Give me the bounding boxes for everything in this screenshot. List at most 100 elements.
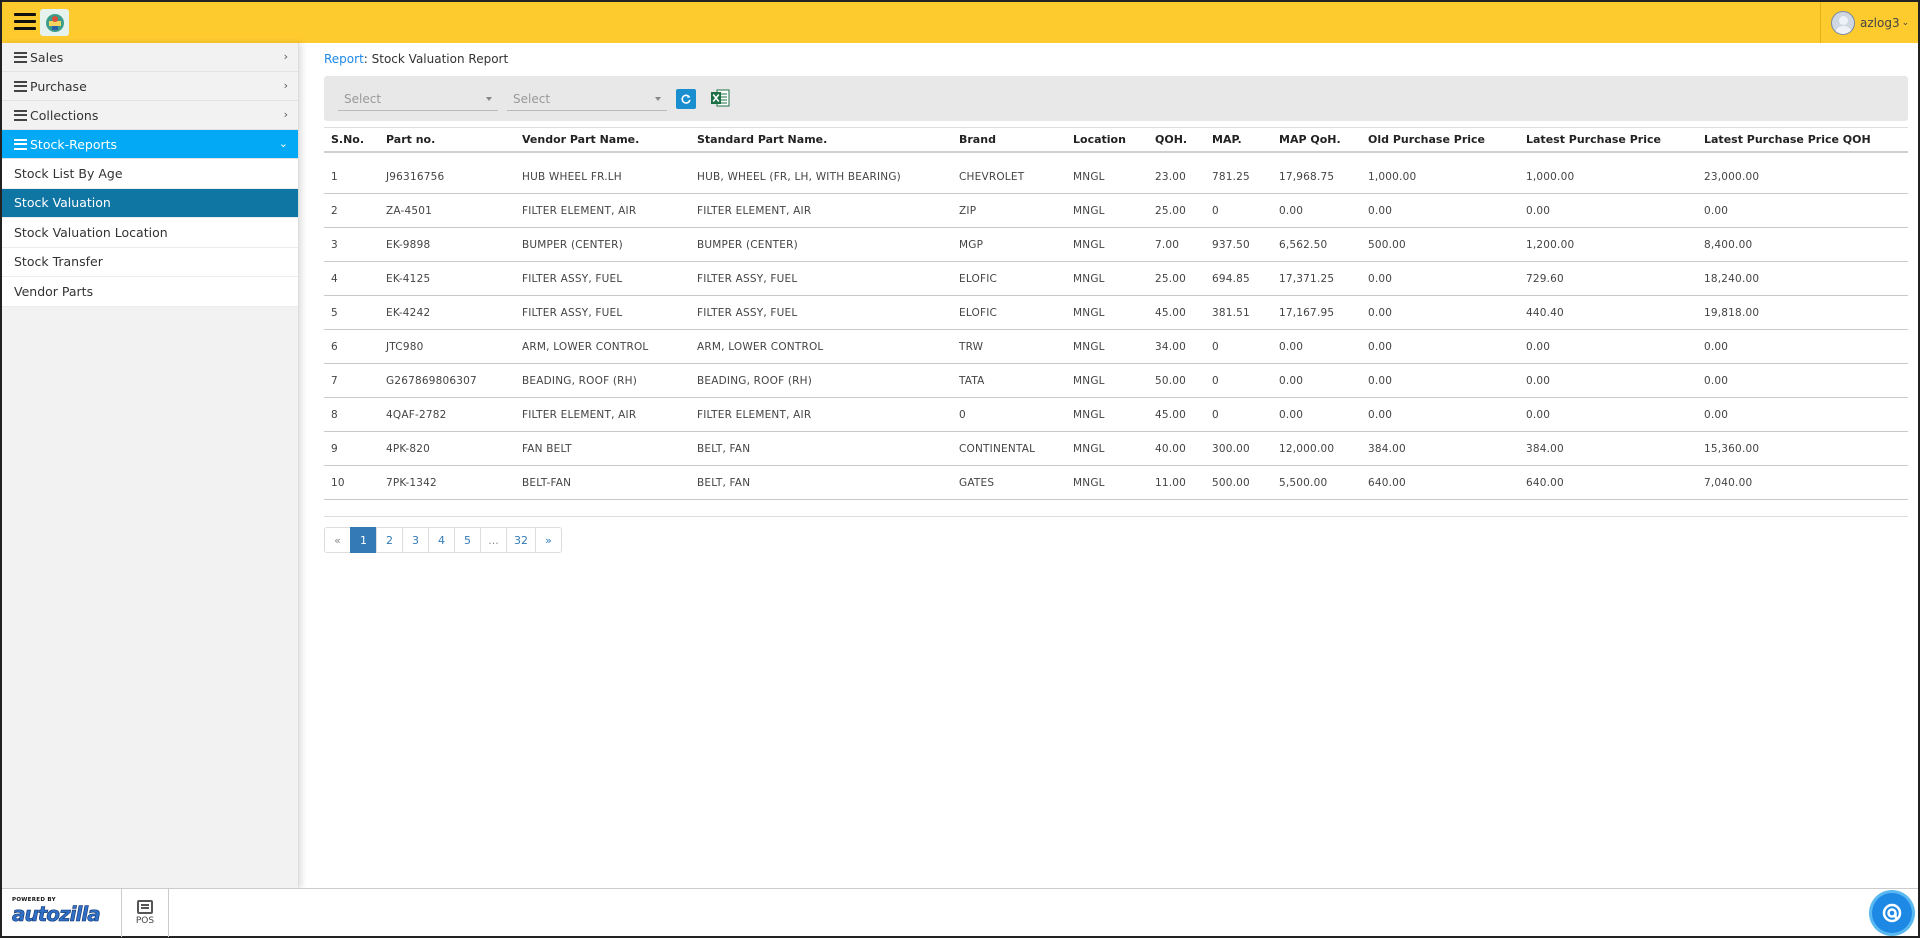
column-header[interactable]: Brand <box>959 132 996 146</box>
pagination-page-1[interactable]: 1 <box>350 527 377 553</box>
column-header[interactable]: MAP QoH. <box>1279 132 1341 146</box>
top-header: azlog3 ⌄ <box>2 2 1918 43</box>
table-cell: G267869806307 <box>386 374 477 387</box>
table-cell: 500.00 <box>1368 238 1406 251</box>
refresh-button[interactable] <box>676 89 696 109</box>
pagination-page-32[interactable]: 32 <box>506 527 536 553</box>
table-row[interactable]: 1 J96316756 HUB WHEEL FR.LH HUB, WHEEL (FR,… <box>324 152 1908 194</box>
sidebar: Sales › Purchase › Collections › Stock-R… <box>2 43 299 888</box>
menu-icon <box>14 138 27 150</box>
table-cell: CONTINENTAL <box>959 442 1036 455</box>
sidebar-item-purchase[interactable]: Purchase › <box>2 72 298 101</box>
filter-select-1[interactable]: Select <box>338 89 498 111</box>
chevron-right-icon: › <box>283 79 288 92</box>
table-cell: ELOFIC <box>959 306 998 319</box>
column-header[interactable]: Location <box>1073 132 1126 146</box>
table-cell: MNGL <box>1073 408 1105 421</box>
table-cell: 6 <box>331 340 338 353</box>
table-cell: 0.00 <box>1704 374 1729 387</box>
column-header[interactable]: S.No. <box>331 132 365 146</box>
pagination-next[interactable]: » <box>535 527 562 553</box>
table-cell: 8 <box>331 408 338 421</box>
table-row[interactable]: 9 4PK-820 FAN BELT BELT, FAN CONTINENTAL MNGL… <box>324 432 1908 466</box>
sidebar-item-stock-reports[interactable]: Stock-Reports ⌄ <box>2 130 298 159</box>
column-header[interactable]: Standard Part Name. <box>697 132 828 146</box>
table-cell: 0.00 <box>1526 408 1551 421</box>
chat-button[interactable] <box>1872 893 1912 933</box>
table-cell: 0.00 <box>1279 374 1304 387</box>
sidebar-item-sales[interactable]: Sales › <box>2 43 298 72</box>
pagination-page-3[interactable]: 3 <box>402 527 429 553</box>
user-menu[interactable]: azlog3 ⌄ <box>1820 2 1918 43</box>
table-cell: JTC980 <box>386 340 424 353</box>
sidebar-item-collections[interactable]: Collections › <box>2 101 298 130</box>
submenu-item-stock-transfer[interactable]: Stock Transfer <box>2 248 298 277</box>
table-cell: 25.00 <box>1155 204 1187 217</box>
pagination-prev[interactable]: « <box>324 527 351 553</box>
table-cell: MNGL <box>1073 476 1105 489</box>
table-row[interactable]: 8 4QAF-2782 FILTER ELEMENT, AIR FILTER ELEM… <box>324 398 1908 432</box>
table-cell: 0.00 <box>1526 340 1551 353</box>
table-cell: 19,818.00 <box>1704 306 1760 319</box>
hamburger-icon[interactable] <box>14 13 36 31</box>
table-cell: 50.00 <box>1155 374 1187 387</box>
pagination-page-5[interactable]: 5 <box>454 527 481 553</box>
table-cell: 17,167.95 <box>1279 306 1335 319</box>
table-cell: FILTER ELEMENT, AIR <box>697 408 812 421</box>
table-cell: 6,562.50 <box>1279 238 1328 251</box>
excel-export-button[interactable] <box>710 88 730 108</box>
pos-button[interactable]: POS <box>121 889 169 937</box>
footer-bar: POWERED BY autozilla POS <box>2 888 1918 937</box>
breadcrumb: Report: Stock Valuation Report <box>324 52 508 66</box>
table-cell: MNGL <box>1073 272 1105 285</box>
table-cell: 640.00 <box>1368 476 1406 489</box>
table-cell: FILTER ELEMENT, AIR <box>697 204 812 217</box>
submenu-item-stock-list-by-age[interactable]: Stock List By Age <box>2 159 298 189</box>
column-header[interactable]: MAP. <box>1212 132 1242 146</box>
pagination-ellipsis: ... <box>480 527 507 553</box>
submenu-item-stock-valuation-location[interactable]: Stock Valuation Location <box>2 218 298 248</box>
table-row[interactable]: 3 EK-9898 BUMPER (CENTER) BUMPER (CENTER) MG… <box>324 228 1908 262</box>
table-row[interactable]: 10 7PK-1342 BELT-FAN BELT, FAN GATES MNGL 11.0… <box>324 466 1908 500</box>
submenu-item-stock-valuation[interactable]: Stock Valuation <box>2 188 298 218</box>
avatar <box>1831 10 1855 35</box>
chevron-right-icon: › <box>283 108 288 121</box>
table-cell: FILTER ELEMENT, AIR <box>522 204 637 217</box>
breadcrumb-link-report[interactable]: Report <box>324 52 364 66</box>
table-cell: 440.40 <box>1526 306 1564 319</box>
pagination-page-2[interactable]: 2 <box>376 527 403 553</box>
table-row[interactable]: 4 EK-4125 FILTER ASSY, FUEL FILTER ASSY, FU… <box>324 262 1908 296</box>
table-row[interactable]: 7 G267869806307 BEADING, ROOF (RH) BEADING,… <box>324 364 1908 398</box>
table-cell: 25.00 <box>1155 272 1187 285</box>
table-cell: BELT-FAN <box>522 476 572 489</box>
dropdown-arrow-icon <box>486 97 492 101</box>
pagination-page-4[interactable]: 4 <box>428 527 455 553</box>
submenu-item-vendor-parts[interactable]: Vendor Parts <box>2 277 298 307</box>
table-row[interactable]: 5 EK-4242 FILTER ASSY, FUEL FILTER ASSY, FU… <box>324 296 1908 330</box>
table-cell: BEADING, ROOF (RH) <box>522 374 638 387</box>
column-header[interactable]: Part no. <box>386 132 436 146</box>
table-cell: TRW <box>959 340 984 353</box>
column-header[interactable]: Vendor Part Name. <box>522 132 640 146</box>
table-cell: BELT, FAN <box>697 476 751 489</box>
menu-icon <box>14 80 27 92</box>
column-header[interactable]: QOH. <box>1155 132 1188 146</box>
table-cell: 4QAF-2782 <box>386 408 447 421</box>
table-cell: MNGL <box>1073 170 1105 183</box>
table-cell: 1 <box>331 170 338 183</box>
sidebar-item-label: Purchase <box>30 78 87 94</box>
filter-select-2[interactable]: Select <box>507 89 667 111</box>
column-header[interactable]: Latest Purchase Price <box>1526 132 1661 146</box>
table-cell: 500.00 <box>1212 476 1250 489</box>
table-cell: 1,000.00 <box>1368 170 1417 183</box>
table-cell: MNGL <box>1073 306 1105 319</box>
select-placeholder: Select <box>344 92 382 106</box>
table-row[interactable]: 6 JTC980 ARM, LOWER CONTROL ARM, LOWER CONT… <box>324 330 1908 364</box>
table-row[interactable]: 2 ZA-4501 FILTER ELEMENT, AIR FILTER ELEMEN… <box>324 194 1908 228</box>
table-cell: EK-4242 <box>386 306 431 319</box>
app-logo[interactable] <box>40 9 69 36</box>
column-header[interactable]: Old Purchase Price <box>1368 132 1485 146</box>
table-cell: BELT, FAN <box>697 442 751 455</box>
column-header[interactable]: Latest Purchase Price QOH <box>1704 132 1871 146</box>
refresh-icon <box>681 94 691 104</box>
